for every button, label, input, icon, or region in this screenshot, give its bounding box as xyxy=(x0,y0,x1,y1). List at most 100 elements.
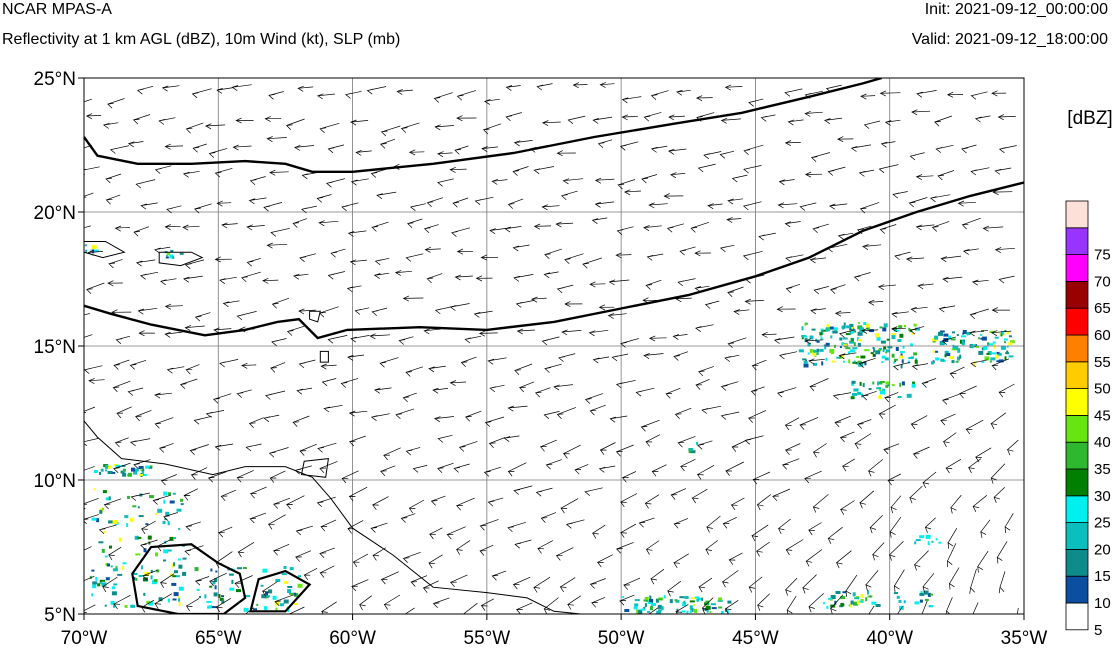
reflectivity-cell xyxy=(663,595,666,599)
wind-arrow xyxy=(695,95,713,102)
colorbar-level-label: 65 xyxy=(1094,300,1111,317)
reflectivity-cell xyxy=(995,354,999,359)
lon-tick-label: 45°W xyxy=(732,628,779,649)
reflectivity-cell xyxy=(950,338,956,341)
wind-arrow xyxy=(827,526,843,544)
reflectivity-cell xyxy=(801,335,807,337)
wind-arrow xyxy=(400,122,420,133)
wind-arrow xyxy=(182,170,200,178)
reflectivity-cell xyxy=(718,606,723,609)
wind-arrow xyxy=(437,178,454,187)
wind-arrow xyxy=(668,114,685,121)
wind-arrow xyxy=(164,303,183,310)
reflectivity-cell xyxy=(872,347,875,349)
wind-arrow xyxy=(720,381,739,391)
reflectivity-cell xyxy=(91,569,95,572)
reflectivity-cell xyxy=(149,465,153,468)
reflectivity-cell xyxy=(110,565,113,568)
wind-arrow xyxy=(184,259,205,269)
wind-arrow xyxy=(164,331,183,338)
wind-arrow xyxy=(507,405,528,412)
wind-arrow xyxy=(607,313,627,319)
wind-arrow xyxy=(991,358,1010,371)
wind-arrow xyxy=(643,112,662,122)
reflectivity-cell xyxy=(879,381,885,383)
wind-arrow xyxy=(371,307,388,316)
reflectivity-cell xyxy=(957,356,960,361)
reflectivity-cell xyxy=(173,562,176,567)
colorbar-level-label: 40 xyxy=(1094,434,1111,451)
reflectivity-cell xyxy=(858,339,863,342)
reflectivity-cell xyxy=(105,577,110,581)
reflectivity-cell xyxy=(710,603,716,606)
wind-arrow xyxy=(722,516,737,529)
wind-arrow xyxy=(827,243,848,253)
wind-arrow xyxy=(410,575,428,587)
reflectivity-cell xyxy=(681,610,686,613)
wind-arrow xyxy=(141,599,155,613)
reflectivity-cell xyxy=(657,598,662,601)
wind-arrow xyxy=(696,112,715,122)
colorbar-level-label: 25 xyxy=(1094,515,1111,532)
wind-arrow xyxy=(784,221,801,228)
reflectivity-cell xyxy=(1006,350,1009,353)
reflectivity-cell xyxy=(167,598,170,603)
reflectivity-cell xyxy=(939,330,945,333)
wind-arrow xyxy=(990,463,1006,484)
wind-arrow xyxy=(398,336,414,345)
reflectivity-cell xyxy=(99,509,103,514)
reflectivity-cell xyxy=(132,505,137,508)
wind-arrow xyxy=(350,335,370,343)
reflectivity-cell xyxy=(935,350,939,353)
reflectivity-cell xyxy=(940,342,946,345)
reflectivity-cell xyxy=(132,573,138,575)
wind-arrow xyxy=(785,283,801,293)
wind-arrow xyxy=(319,122,340,134)
reflectivity-cell xyxy=(237,567,242,570)
wind-arrow xyxy=(619,594,635,606)
reflectivity-cell xyxy=(1000,333,1003,337)
reflectivity-cell xyxy=(688,449,691,454)
wind-arrow xyxy=(295,525,313,536)
wind-arrow xyxy=(422,580,439,593)
reflectivity-cell xyxy=(900,353,903,357)
wind-arrow xyxy=(638,517,655,528)
wind-arrow xyxy=(560,190,578,200)
wind-arrow xyxy=(887,473,901,486)
reflectivity-cell xyxy=(973,361,976,366)
wind-arrow xyxy=(352,553,369,568)
wind-arrow xyxy=(884,119,901,126)
island-outline xyxy=(158,251,204,267)
colorbar-swatch xyxy=(1065,522,1089,550)
wind-arrow xyxy=(701,597,714,614)
wind-arrow xyxy=(591,217,608,224)
wind-arrow xyxy=(205,410,225,418)
wind-arrow xyxy=(193,203,212,214)
wind-arrow xyxy=(877,284,896,291)
reflectivity-cell xyxy=(802,358,807,361)
wind-arrow xyxy=(922,471,937,489)
reflectivity-cell xyxy=(108,496,111,501)
reflectivity-cell xyxy=(694,596,700,599)
wind-arrow xyxy=(184,545,204,556)
reflectivity-cell xyxy=(868,388,872,390)
reflectivity-cell xyxy=(219,597,224,601)
wind-arrow xyxy=(84,514,100,525)
wind-arrow xyxy=(87,249,104,256)
wind-arrow xyxy=(778,179,795,186)
reflectivity-cell xyxy=(833,327,838,331)
wind-arrow xyxy=(830,284,846,294)
reflectivity-cell xyxy=(827,327,831,331)
reflectivity-cell xyxy=(830,351,834,355)
wind-arrow xyxy=(453,463,470,473)
reflectivity-cell xyxy=(91,517,97,521)
reflectivity-cell xyxy=(881,361,884,364)
reflectivity-cell xyxy=(932,340,936,343)
reflectivity-cell xyxy=(807,342,811,347)
reflectivity-cell xyxy=(118,537,122,542)
wind-arrow xyxy=(865,570,879,591)
reflectivity-cell xyxy=(107,465,112,469)
wind-arrow xyxy=(651,464,667,477)
wind-arrow xyxy=(990,330,1012,337)
reflectivity-cell xyxy=(912,381,916,385)
